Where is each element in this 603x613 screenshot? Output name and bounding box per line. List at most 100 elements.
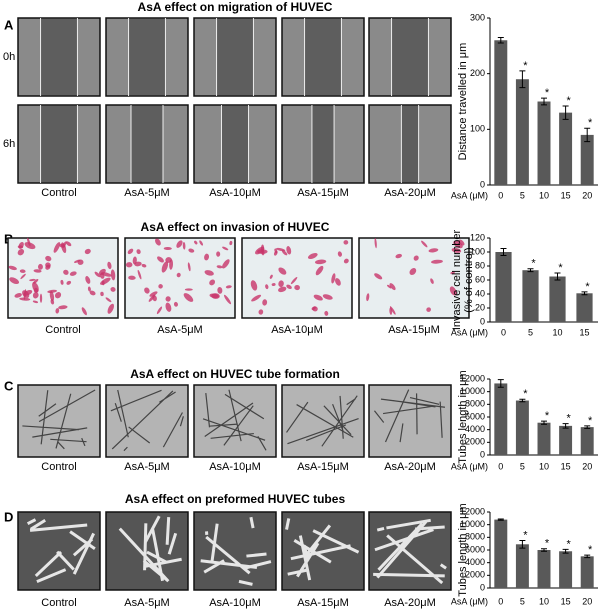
error-bar — [541, 420, 547, 425]
cell — [222, 246, 229, 251]
x-tick-label: 15 — [579, 327, 589, 337]
significance: * — [566, 95, 571, 107]
scratch — [311, 106, 335, 182]
cell — [313, 294, 323, 301]
image-label: AsA-10μM — [209, 187, 261, 199]
panel-title: AsA effect on HUVEC tube formation — [130, 367, 340, 381]
scratch — [216, 19, 254, 95]
cell — [374, 273, 383, 280]
cell — [127, 248, 134, 255]
bar — [559, 551, 573, 588]
x-tick-label: 10 — [539, 596, 549, 606]
x-tick-label: 5 — [520, 190, 525, 200]
cell — [428, 248, 439, 253]
cell — [183, 293, 194, 302]
cell — [278, 267, 287, 275]
x-axis-label: AsA (μM) — [451, 190, 488, 200]
cell — [374, 237, 377, 249]
cell — [54, 292, 62, 299]
y-tick-label: 8000 — [465, 532, 485, 542]
cell — [81, 307, 87, 316]
cell — [149, 291, 158, 297]
cell — [366, 293, 370, 302]
significance: * — [531, 258, 536, 270]
significance: * — [588, 415, 593, 427]
panel-title: AsA effect on migration of HUVEC — [138, 0, 333, 14]
micrograph — [193, 511, 277, 591]
cell — [32, 281, 39, 293]
cell — [157, 256, 164, 263]
cell — [62, 241, 67, 248]
x-tick-label: 15 — [561, 190, 571, 200]
cell — [204, 270, 214, 276]
cell — [14, 293, 22, 298]
x-tick-label: 0 — [501, 327, 506, 337]
cell — [322, 294, 333, 300]
tube — [200, 516, 272, 586]
y-tick-label: 300 — [470, 12, 485, 22]
cell — [209, 293, 219, 299]
micrograph — [281, 511, 365, 591]
cell — [389, 307, 393, 315]
x-tick-label: 0 — [498, 461, 503, 471]
cell — [9, 277, 20, 285]
significance: * — [545, 410, 550, 422]
cell — [271, 283, 276, 287]
x-tick-label: 20 — [582, 596, 592, 606]
cell — [125, 262, 133, 268]
cell — [50, 299, 55, 305]
cell — [107, 261, 112, 270]
bar — [515, 544, 529, 588]
cell — [324, 310, 329, 316]
significance: * — [545, 538, 550, 550]
bar — [515, 79, 529, 185]
cell — [110, 269, 116, 281]
image-label: AsA-10μM — [209, 597, 261, 609]
y-axis-label: Invasive cell number — [451, 230, 463, 331]
error-bar — [541, 97, 547, 106]
cell — [258, 309, 264, 315]
y-axis-label: Distance travelled in μm — [457, 43, 469, 161]
cell — [33, 269, 42, 273]
micrograph — [17, 384, 101, 458]
image-label: AsA-15μM — [297, 461, 349, 473]
cell — [65, 241, 72, 247]
cell — [343, 240, 349, 245]
image-label: AsA-20μM — [384, 597, 436, 609]
cell — [225, 285, 232, 289]
panel-letter: A — [4, 17, 14, 32]
micrograph — [368, 384, 452, 458]
y-tick-label: 0 — [480, 582, 485, 592]
cell — [32, 292, 39, 299]
x-axis-label: AsA (μM) — [451, 461, 488, 471]
cell — [87, 286, 91, 292]
cell — [389, 283, 396, 291]
tube — [118, 515, 182, 583]
error-bar — [562, 548, 569, 554]
y-axis-label: (% of control) — [463, 247, 475, 312]
y-tick-label: 10000 — [460, 386, 485, 396]
cell — [55, 308, 60, 314]
x-tick-label: 0 — [498, 596, 503, 606]
image-label: AsA-10μM — [209, 461, 261, 473]
cell — [136, 249, 141, 255]
y-tick-label: 200 — [470, 68, 485, 78]
bar — [559, 425, 573, 455]
cell — [66, 280, 72, 285]
image-label: AsA-10μM — [271, 324, 323, 336]
y-tick-label: 20 — [475, 302, 485, 312]
cell — [387, 284, 392, 289]
cell — [413, 255, 419, 261]
error-bar — [497, 36, 504, 44]
x-tick-label: 15 — [561, 461, 571, 471]
scratch — [40, 106, 78, 182]
bar — [537, 550, 551, 588]
cell — [39, 293, 43, 303]
cell — [269, 274, 273, 279]
significance: * — [523, 388, 528, 400]
cell — [276, 247, 286, 252]
cell — [144, 287, 150, 294]
cell — [273, 250, 278, 256]
